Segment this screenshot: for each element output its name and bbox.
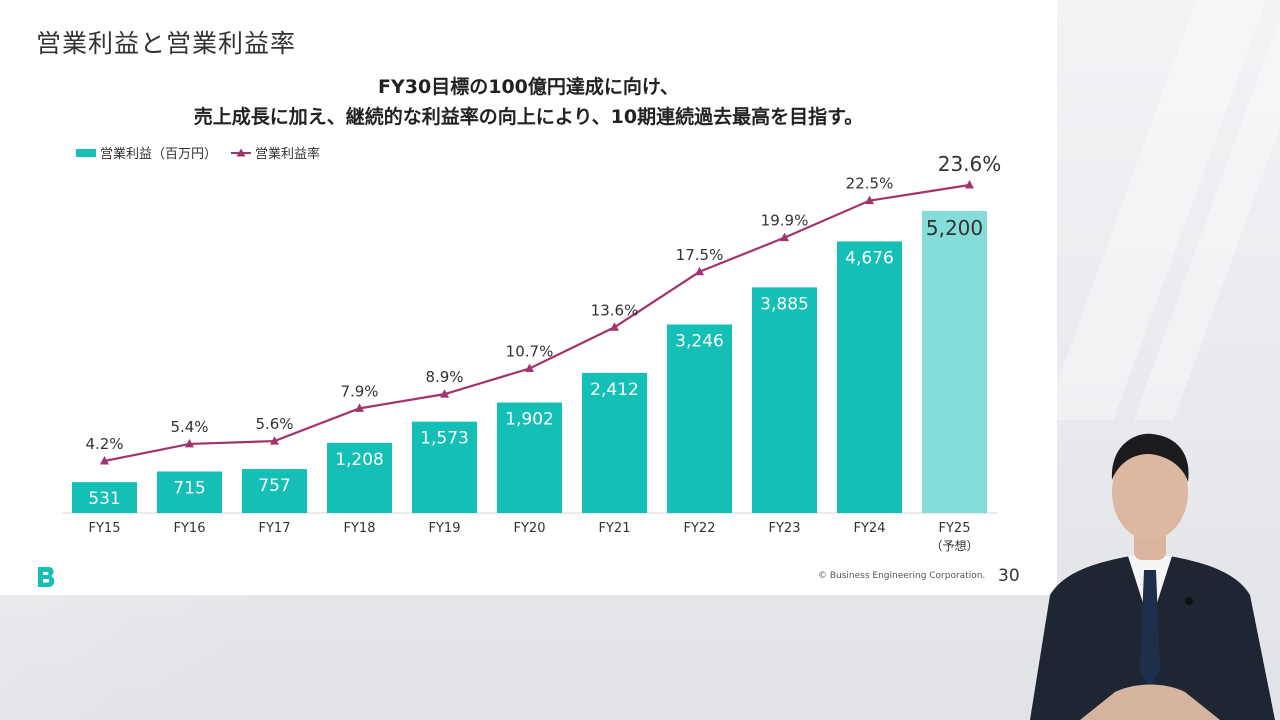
x-tick-label: FY22 <box>684 521 716 536</box>
margin-point <box>865 195 874 205</box>
margin-point <box>270 436 279 445</box>
bar-value-label: 1,208 <box>335 450 384 470</box>
presentation-slide: 営業利益と営業利益率 FY30目標の100億円達成に向け、 売上成長に加え、継続… <box>0 0 1057 595</box>
chart-legend: 営業利益（百万円） 営業利益率 <box>76 143 320 162</box>
margin-value-label: 4.2% <box>85 435 123 453</box>
margin-value-label: 5.4% <box>170 418 208 436</box>
slide-title: 営業利益と営業利益率 <box>36 29 297 58</box>
bar-value-label: 531 <box>88 489 120 509</box>
margin-value-label: 19.9% <box>761 212 809 230</box>
x-tick-label: FY23 <box>769 521 801 536</box>
legend-line-label: 営業利益率 <box>255 147 321 162</box>
bar-fy20 <box>497 402 562 513</box>
margin-value-label: 7.9% <box>340 382 378 400</box>
margin-value-label: 23.6% <box>938 152 1002 176</box>
legend-bar-label: 営業利益（百万円） <box>100 147 218 162</box>
margin-point <box>100 456 109 465</box>
x-tick-label: FY24 <box>854 521 886 536</box>
margin-point <box>440 389 449 398</box>
bar-value-label: 3,885 <box>760 294 809 314</box>
bar-fy18 <box>327 442 392 513</box>
bar-fy19 <box>412 421 477 513</box>
x-tick-label: FY19 <box>429 521 461 536</box>
bar-fy22 <box>667 324 732 513</box>
x-tick-label: FY16 <box>174 521 206 536</box>
bar-value-label: 4,676 <box>845 248 894 268</box>
operating-profit-chart: 531 FY15 715 FY16 757 FY17 1,208 FY18 1,573 FY19 1… <box>62 152 1002 553</box>
x-tick-label: FY21 <box>599 521 631 536</box>
margin-value-label: 13.6% <box>591 301 639 319</box>
slide-subtitle-line1: FY30目標の100億円達成に向け、 <box>378 76 679 98</box>
bar-value-label: 5,200 <box>926 216 983 240</box>
bar-value-label: 3,246 <box>675 331 724 351</box>
bar-fy21 <box>582 372 647 513</box>
presenter-video <box>1030 433 1275 720</box>
x-tick-label: FY20 <box>514 521 546 536</box>
bar-value-label: 1,902 <box>505 410 554 430</box>
margin-point <box>185 438 194 448</box>
margin-value-label: 5.6% <box>255 415 293 433</box>
margin-value-label: 10.7% <box>506 343 554 361</box>
bar-value-label: 757 <box>258 476 290 496</box>
bar-fy17 <box>242 469 307 513</box>
slide-subtitle-line2: 売上成長に加え、継続的な利益率の向上により、10期連続過去最高を目指す。 <box>193 106 864 128</box>
legend-line-swatch <box>231 148 252 156</box>
x-tick-label: FY15 <box>89 521 121 536</box>
copyright-footer: © Business Engineering Corporation. <box>818 571 986 581</box>
bar-fy15 <box>72 482 137 513</box>
x-tick-label: FY17 <box>259 521 291 536</box>
bar-fy24 <box>837 241 902 513</box>
bar-value-label: 2,412 <box>590 380 639 400</box>
bar-fy25 <box>922 211 987 513</box>
x-tick-note: （予想） <box>930 538 978 553</box>
x-tick-label: FY25 <box>939 521 971 536</box>
page-number: 30 <box>998 566 1020 586</box>
margin-point <box>695 266 704 276</box>
legend-bar-swatch <box>76 148 96 157</box>
bar-fy23 <box>752 287 817 513</box>
x-tick-label: FY18 <box>344 521 376 536</box>
margin-value-label: 22.5% <box>846 175 894 193</box>
margin-value-label: 17.5% <box>676 246 724 264</box>
margin-value-label: 8.9% <box>425 368 463 386</box>
company-logo <box>38 567 55 587</box>
margin-point <box>525 363 534 373</box>
margin-point <box>610 322 619 331</box>
bar-value-label: 1,573 <box>420 429 469 449</box>
bar-value-label: 715 <box>173 478 205 498</box>
margin-point <box>355 403 364 412</box>
margin-point <box>965 180 974 189</box>
bar-fy16 <box>157 471 222 513</box>
margin-point <box>780 232 789 242</box>
